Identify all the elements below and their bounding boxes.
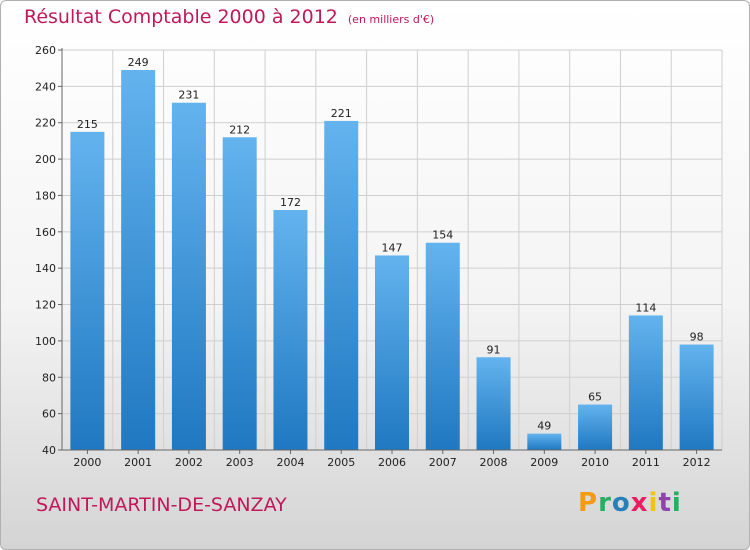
y-tick-label: 200 bbox=[35, 153, 56, 166]
logo-letter: o bbox=[611, 488, 631, 518]
bar[interactable] bbox=[476, 357, 511, 450]
logo-letter: r bbox=[598, 488, 612, 518]
bar-value-label: 147 bbox=[382, 241, 403, 254]
x-tick-label: 2009 bbox=[530, 456, 558, 469]
bar-value-label: 65 bbox=[588, 391, 602, 404]
chart-title: Résultat Comptable 2000 à 2012 bbox=[24, 6, 338, 28]
bar-value-label: 212 bbox=[229, 123, 250, 136]
y-tick-label: 240 bbox=[35, 80, 56, 93]
x-tick-label: 2005 bbox=[327, 456, 355, 469]
y-tick-label: 140 bbox=[35, 262, 56, 275]
bar[interactable] bbox=[375, 255, 409, 450]
proxiti-logo[interactable]: Proxiti bbox=[578, 488, 682, 518]
y-tick-label: 220 bbox=[35, 117, 56, 130]
x-tick-label: 2003 bbox=[226, 456, 254, 469]
bar[interactable] bbox=[324, 120, 359, 450]
bar-value-label: 231 bbox=[178, 89, 199, 102]
bar[interactable] bbox=[425, 242, 460, 450]
y-tick-label: 160 bbox=[35, 226, 56, 239]
title-row: Résultat Comptable 2000 à 2012 (en millie… bbox=[24, 6, 434, 28]
logo-letter: P bbox=[578, 488, 599, 518]
bar-value-label: 154 bbox=[432, 229, 453, 242]
bar-value-label: 215 bbox=[77, 118, 98, 131]
bars: 215 249 231 212 172 221 147 154 91 49 65 114 98 bbox=[70, 56, 714, 451]
bar[interactable] bbox=[70, 131, 105, 450]
bar[interactable] bbox=[273, 210, 308, 450]
y-tick-label: 60 bbox=[42, 408, 56, 421]
y-tick-label: 260 bbox=[35, 44, 56, 57]
x-tick-label: 2001 bbox=[124, 456, 152, 469]
x-tick-label: 2004 bbox=[276, 456, 304, 469]
y-tick-label: 80 bbox=[42, 371, 56, 384]
bar[interactable] bbox=[679, 344, 714, 450]
logo-letter: x bbox=[630, 488, 649, 518]
y-tick-label: 180 bbox=[35, 189, 56, 202]
bar-value-label: 91 bbox=[487, 343, 501, 356]
x-tick-label: 2008 bbox=[480, 456, 508, 469]
bar-value-label: 49 bbox=[537, 420, 551, 433]
x-tick-label: 2007 bbox=[429, 456, 457, 469]
x-tick-label: 2010 bbox=[581, 456, 609, 469]
bar[interactable] bbox=[578, 404, 613, 450]
logo-letter: t bbox=[658, 488, 672, 518]
logo-letter: i bbox=[648, 488, 659, 518]
x-tick-label: 2011 bbox=[632, 456, 660, 469]
bar[interactable] bbox=[171, 102, 206, 451]
x-tick-label: 2000 bbox=[73, 456, 101, 469]
bar[interactable] bbox=[628, 315, 663, 450]
bar-value-label: 221 bbox=[331, 107, 352, 120]
y-tick-label: 120 bbox=[35, 299, 56, 312]
chart-subtitle: (en milliers d'€) bbox=[347, 13, 435, 26]
commune-name: SAINT-MARTIN-DE-SANZAY bbox=[36, 494, 287, 516]
x-tick-label: 2006 bbox=[378, 456, 406, 469]
y-tick-label: 40 bbox=[42, 444, 56, 457]
axes: 40 60 80 100 120 140 160 180 200 220 240 260 2000 200… bbox=[35, 44, 722, 469]
x-tick-label: 2002 bbox=[175, 456, 203, 469]
bar-value-label: 172 bbox=[280, 196, 301, 209]
bar[interactable] bbox=[222, 137, 257, 451]
x-tick-label: 2012 bbox=[683, 456, 711, 469]
bar[interactable] bbox=[121, 70, 156, 450]
bar[interactable] bbox=[527, 433, 562, 450]
bar-value-label: 114 bbox=[635, 301, 656, 314]
y-tick-label: 100 bbox=[35, 335, 56, 348]
bar-value-label: 249 bbox=[128, 56, 149, 69]
logo-letter: i bbox=[671, 488, 682, 518]
bar-value-label: 98 bbox=[690, 331, 704, 344]
